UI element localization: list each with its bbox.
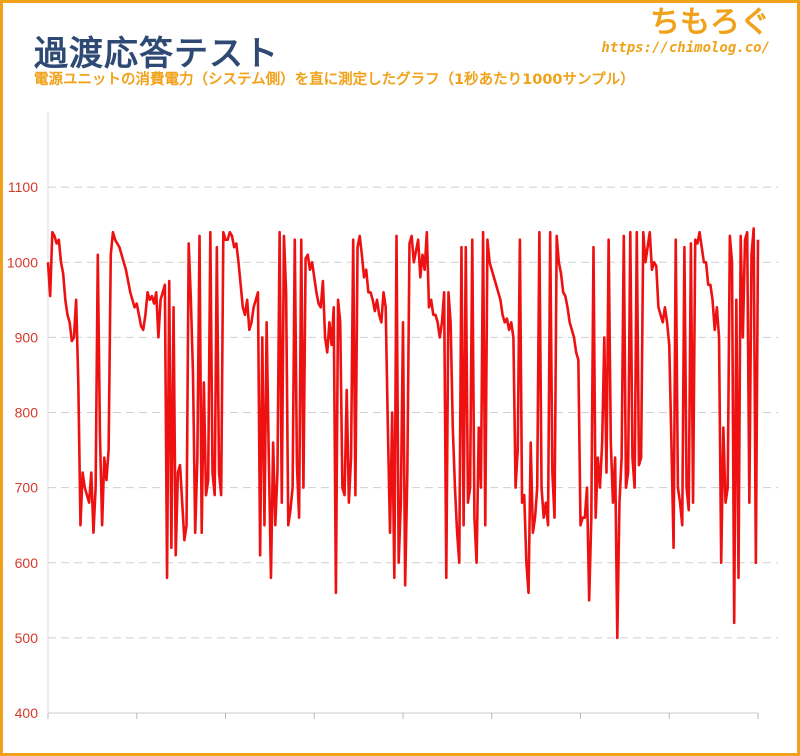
y-tick-label: 600 — [15, 555, 39, 571]
chart-title: 過渡応答テスト — [34, 34, 279, 74]
y-tick-label: 400 — [15, 705, 39, 721]
brand-logo: ちもろぐ https://chimolog.co/ — [601, 5, 770, 57]
y-tick-label: 900 — [15, 329, 39, 345]
y-tick-label: 700 — [15, 480, 39, 496]
y-tick-label: 800 — [15, 405, 39, 421]
series-group — [46, 227, 760, 640]
brand-name: ちもろぐ — [650, 5, 770, 40]
series-line-0 — [46, 227, 760, 640]
chart-subtitle: 電源ユニットの消費電力（システム側）を直に測定したグラフ（1秒あたり1000サン… — [34, 72, 635, 88]
x-axis — [47, 112, 759, 719]
y-tick-label: 1000 — [7, 254, 38, 270]
y-tick-label: 1100 — [8, 179, 38, 195]
y-axis-ticks: 400 500 600 700 800 900 1000 1100 — [7, 179, 38, 721]
y-tick-label: 500 — [15, 630, 39, 646]
brand-url: https://chimolog.co/ — [601, 40, 770, 56]
